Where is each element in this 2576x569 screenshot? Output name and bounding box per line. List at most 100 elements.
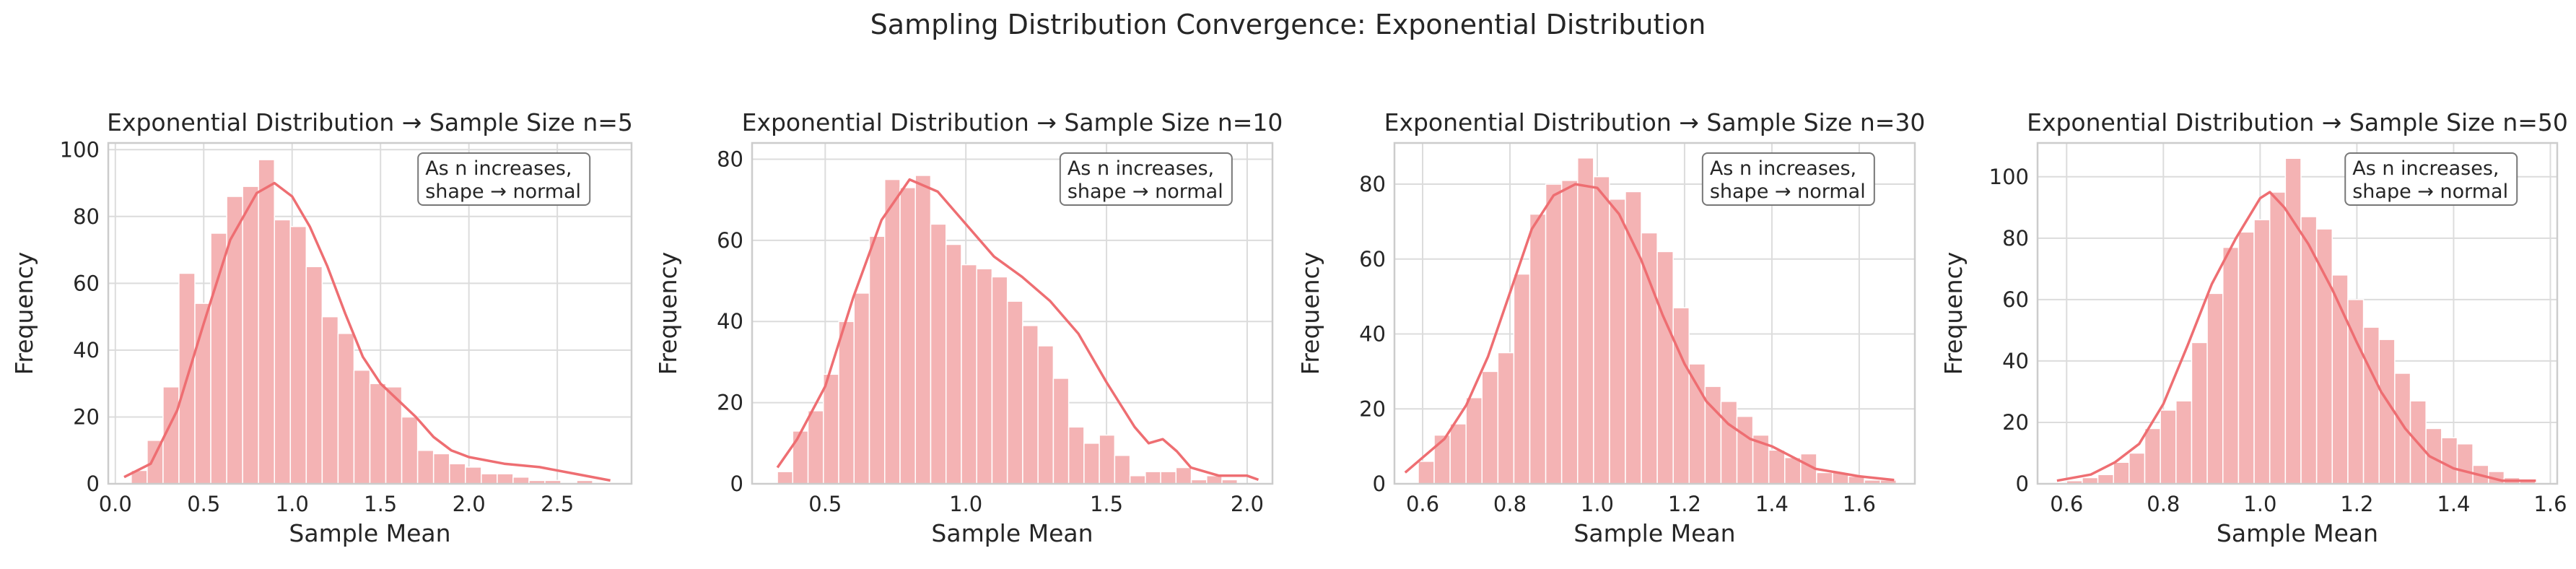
- subplot-1: 0.0 0.5 1.0 1.5 2.0 2.5 0 20 40 60 80 100 Sample Mea…: [10, 108, 633, 547]
- annotation-text: As n increases,: [2352, 157, 2499, 180]
- histogram-bar: [1513, 273, 1531, 485]
- y-tick-label: 40: [2002, 349, 2029, 373]
- y-tick-label: 40: [717, 309, 743, 334]
- histogram-bar: [2269, 191, 2287, 485]
- y-tick-label: 60: [73, 271, 100, 295]
- histogram-bar: [1529, 213, 1547, 485]
- histogram-bar: [1625, 191, 1642, 485]
- x-tick-label: 0.0: [99, 492, 132, 516]
- y-tick-label: 20: [1359, 396, 1386, 421]
- histogram-bar: [1641, 232, 1658, 485]
- x-tick-label: 1.4: [1755, 492, 1789, 516]
- histogram-bar: [991, 276, 1008, 485]
- annotation-text: shape → normal: [1710, 181, 1866, 203]
- y-axis-label: Frequency: [10, 252, 38, 375]
- histogram-bar: [512, 476, 530, 485]
- annotation-box: [1701, 152, 1875, 206]
- y-tick-label: 60: [1359, 247, 1386, 272]
- histogram-bar: [2113, 461, 2130, 485]
- histogram-bar: [1175, 466, 1192, 485]
- y-tick-label: 100: [60, 137, 100, 162]
- histogram-bar: [465, 466, 482, 485]
- histogram-bar: [2362, 326, 2380, 485]
- histogram-bar: [777, 471, 794, 485]
- annotation-text: As n increases,: [1067, 157, 1214, 180]
- histogram-bar: [1816, 472, 1833, 485]
- axes-frame: [2036, 142, 2559, 485]
- histogram-bar: [1418, 461, 1435, 485]
- histogram-bar: [2160, 409, 2177, 485]
- subplot-4: 0.6 0.8 1.0 1.2 1.4 1.6 0 20 40 60 80 100 Sample Mea…: [1939, 108, 2568, 547]
- histogram-bar: [1656, 251, 1674, 485]
- y-tick-label: 80: [2002, 226, 2029, 251]
- x-tick-label: 0.5: [187, 492, 220, 516]
- kde-curve: [1404, 183, 1895, 482]
- histogram-bar: [2222, 246, 2240, 485]
- x-tick-label: 1.6: [1843, 492, 1876, 516]
- histogram-bar: [1006, 300, 1023, 485]
- histogram-bar: [416, 449, 435, 485]
- y-tick-label: 0: [2016, 472, 2029, 496]
- histogram-bar: [1672, 307, 1690, 485]
- histogram-bar: [853, 292, 870, 485]
- histogram-bar: [1067, 426, 1085, 485]
- y-tick-label: 80: [1359, 172, 1386, 196]
- x-tick-label: 0.6: [1406, 492, 1439, 516]
- histogram-bar: [1449, 423, 1467, 485]
- histogram-bar: [2175, 400, 2193, 485]
- histogram-bar: [914, 175, 932, 485]
- histogram-bar: [976, 268, 993, 485]
- histogram-bar: [2315, 228, 2333, 485]
- histogram-bar: [2456, 443, 2474, 485]
- histogram-bar: [1768, 449, 1786, 485]
- annotation-text: As n increases,: [1710, 157, 1856, 180]
- axes-frame: [751, 142, 1274, 485]
- x-axis-label: Sample Mean: [2217, 519, 2378, 547]
- annotation-text: shape → normal: [1067, 181, 1223, 203]
- histogram-bar: [353, 369, 371, 485]
- histogram-bar: [2253, 219, 2271, 485]
- figure-title: Sampling Distribution Convergence: Expon…: [870, 9, 1706, 40]
- histogram-bar: [1576, 157, 1594, 485]
- histogram-bar: [1688, 363, 1706, 485]
- histogram-bar: [2097, 474, 2114, 485]
- histogram-bar: [1720, 401, 1738, 485]
- x-tick-label: 1.5: [364, 492, 397, 516]
- kde-curve: [776, 178, 1259, 482]
- histogram-bar: [2441, 437, 2458, 485]
- annotation-box: [2344, 152, 2518, 206]
- histogram-bar: [369, 383, 387, 485]
- y-tick-label: 40: [1359, 322, 1386, 347]
- x-tick-label: 1.2: [2340, 492, 2373, 516]
- subplot-title: Exponential Distribution → Sample Size n…: [107, 108, 633, 136]
- x-tick-label: 1.0: [1581, 492, 1614, 516]
- y-tick-label: 0: [1373, 472, 1386, 496]
- kde-curve: [123, 181, 611, 482]
- histogram-bar: [2284, 157, 2302, 485]
- histogram-bar: [1736, 415, 1754, 485]
- histogram-bar: [1052, 378, 1070, 485]
- histogram-bar: [1497, 352, 1515, 485]
- histogram-bar: [1560, 180, 1579, 485]
- histogram-bar: [337, 333, 355, 485]
- x-tick-label: 1.0: [949, 492, 982, 516]
- y-tick-label: 0: [730, 472, 743, 496]
- histogram-bar: [868, 235, 886, 485]
- subplot-title: Exponential Distribution → Sample Size n…: [1384, 108, 1926, 136]
- annotation-box: [417, 152, 591, 206]
- histogram-bar: [1465, 396, 1483, 485]
- histogram-bar: [147, 440, 164, 485]
- histogram-bar: [448, 463, 466, 485]
- subplot-title: Exponential Distribution → Sample Size n…: [2027, 108, 2568, 136]
- x-tick-label: 1.0: [2243, 492, 2276, 516]
- histogram-bar: [274, 219, 292, 485]
- histogram-bar: [289, 225, 307, 485]
- y-tick-label: 80: [717, 147, 743, 171]
- histogram-bar: [1784, 456, 1802, 485]
- x-tick-label: 0.6: [2050, 492, 2083, 516]
- histogram-bar: [1160, 471, 1177, 485]
- x-tick-label: 1.6: [2533, 492, 2567, 516]
- histogram-bar: [1114, 454, 1131, 485]
- annotation-text: As n increases,: [425, 157, 572, 180]
